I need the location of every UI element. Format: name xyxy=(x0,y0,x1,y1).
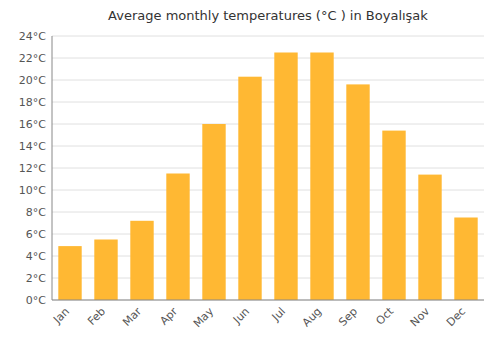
y-tick-label: 10°C xyxy=(19,184,46,197)
y-tick-label: 14°C xyxy=(19,140,46,153)
bar xyxy=(382,131,405,300)
x-tick-label: Nov xyxy=(408,305,433,330)
y-tick-label: 8°C xyxy=(26,206,46,219)
grid-line xyxy=(52,124,484,125)
x-tick-label: Oct xyxy=(373,304,396,327)
y-tick-label: 22°C xyxy=(19,52,46,65)
bar xyxy=(58,246,81,300)
bar xyxy=(202,124,225,300)
x-axis-line xyxy=(52,300,484,301)
grid-line xyxy=(52,168,484,169)
y-tick-label: 16°C xyxy=(19,118,46,131)
bar xyxy=(238,77,261,300)
y-tick-label: 0°C xyxy=(26,294,46,307)
y-tick-label: 4°C xyxy=(26,250,46,263)
bar xyxy=(454,218,477,301)
y-tick-label: 18°C xyxy=(19,96,46,109)
bar xyxy=(130,221,153,300)
bars xyxy=(58,53,477,301)
grid-line xyxy=(52,102,484,103)
x-tick-label: Sep xyxy=(336,305,360,329)
x-tick-label: Jan xyxy=(50,305,72,327)
grid-line xyxy=(52,300,484,301)
bar xyxy=(94,240,117,301)
x-tick-label: Apr xyxy=(157,305,180,328)
y-tick-label: 20°C xyxy=(19,74,46,87)
y-tick-label: 2°C xyxy=(26,272,46,285)
grid-line xyxy=(52,146,484,147)
bar xyxy=(346,84,369,300)
y-tick-label: 12°C xyxy=(19,162,46,175)
x-tick-label: Mar xyxy=(120,305,144,329)
grid-line xyxy=(52,36,484,37)
x-tick-label: Jun xyxy=(230,305,252,327)
x-tick-label: Jul xyxy=(269,305,288,324)
x-tick-label: May xyxy=(191,305,217,331)
bar xyxy=(310,53,333,301)
x-axis: Jan Feb Mar Apr May Jun Jul Aug Sep Oct Nov Dec xyxy=(50,304,468,330)
x-tick-label: Dec xyxy=(444,305,468,329)
grid-line xyxy=(52,80,484,81)
chart: Average monthly temperatures (°C ) in Bo… xyxy=(0,0,500,350)
grid-line xyxy=(52,58,484,59)
y-tick-label: 24°C xyxy=(19,30,46,43)
y-axis-line xyxy=(52,36,53,300)
title: Average monthly temperatures (°C ) in Bo… xyxy=(108,8,428,23)
y-tick-label: 6°C xyxy=(26,228,46,241)
y-axis: 0°C 2°C 4°C 6°C 8°C 10°C 12°C 14°C 16°C 18°C 20°C 2… xyxy=(19,30,484,307)
bar xyxy=(418,175,441,300)
bar xyxy=(166,174,189,301)
x-tick-label: Aug xyxy=(300,305,324,329)
bar xyxy=(274,53,297,301)
x-tick-label: Feb xyxy=(85,305,108,328)
